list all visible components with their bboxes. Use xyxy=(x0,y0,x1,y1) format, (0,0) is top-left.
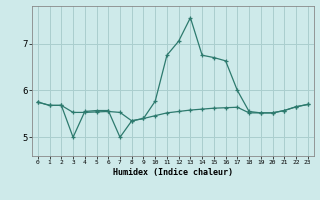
X-axis label: Humidex (Indice chaleur): Humidex (Indice chaleur) xyxy=(113,168,233,177)
